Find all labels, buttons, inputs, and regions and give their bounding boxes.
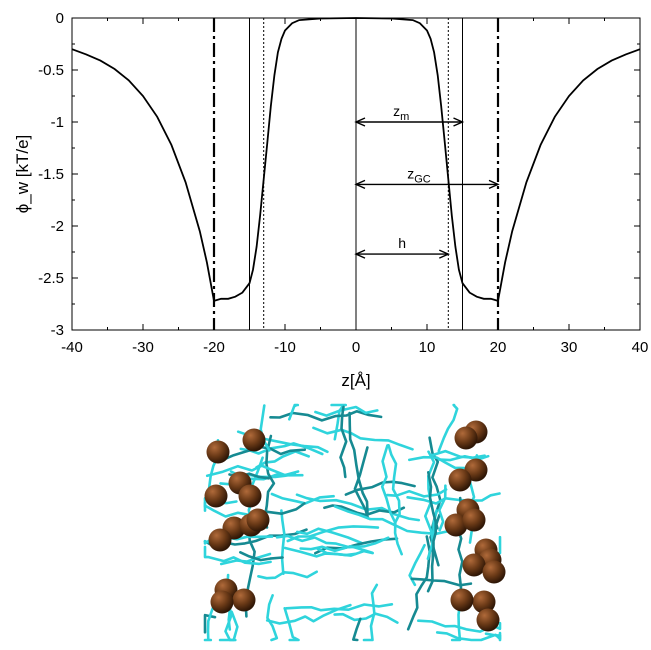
headgroup-sphere xyxy=(482,560,506,584)
lipid-tail xyxy=(205,464,300,478)
lipid-tail xyxy=(339,405,348,479)
x-tick-label: -40 xyxy=(61,339,83,356)
lipid-tails xyxy=(203,403,502,642)
headgroup-sphere xyxy=(208,528,232,552)
lipid-tail xyxy=(352,617,362,642)
lipid-tail xyxy=(265,603,352,625)
lipid-tail xyxy=(386,488,448,498)
lipid-tail xyxy=(280,509,286,575)
lipid-tail xyxy=(333,612,399,624)
lipid-tail xyxy=(219,445,307,463)
lipid-tail xyxy=(270,492,335,505)
x-tick-label: -30 xyxy=(132,339,154,356)
headgroup-sphere xyxy=(476,608,500,632)
headgroup-sphere xyxy=(238,484,262,508)
headgroup-sphere xyxy=(204,484,228,508)
arrow-head-right xyxy=(453,117,465,127)
lipid-tail xyxy=(266,594,279,642)
lipid-tail xyxy=(362,583,379,642)
distance-arrow: zm xyxy=(354,103,465,127)
lipid-tail xyxy=(285,603,394,612)
y-tick-label: -1 xyxy=(51,114,64,131)
lipid-tail xyxy=(426,520,437,593)
arrow-head-left xyxy=(354,117,366,127)
headgroup-sphere xyxy=(232,588,256,612)
lipid-tail xyxy=(257,570,318,580)
y-tick-label: -0.5 xyxy=(38,62,64,79)
lipid-tail xyxy=(283,607,300,642)
lipid-tail xyxy=(437,403,459,453)
headgroup-sphere xyxy=(472,590,496,614)
lipid-tail xyxy=(255,450,310,469)
arrow-head-left xyxy=(354,179,366,190)
y-tick-label: -3 xyxy=(51,322,64,339)
lipid-tail xyxy=(406,535,431,631)
x-axis-title: z[Å] xyxy=(341,371,370,390)
x-tick-label: -20 xyxy=(203,339,225,356)
arrow-head-right xyxy=(439,249,451,259)
axis-ticks: -40 -30 -20 -10 0 10 20 30 40 0 -0.5 -1 -1.5 -2 -2.5 -3 xyxy=(38,10,648,356)
lipid-tail xyxy=(380,444,403,556)
y-axis-title: ϕ_w [kT/e] xyxy=(13,135,32,213)
lipid-tail xyxy=(333,505,451,536)
headgroup-sphere xyxy=(450,588,474,612)
lipid-tail xyxy=(219,552,272,566)
headgroup-sphere xyxy=(454,426,478,450)
lipid-tail xyxy=(429,513,441,567)
lipid-tail xyxy=(283,546,358,558)
lipid-tail xyxy=(299,545,374,554)
headgroup-sphere xyxy=(444,513,468,537)
lipid-tail xyxy=(218,610,239,642)
headgroup-sphere xyxy=(462,553,486,577)
x-tick-label: 20 xyxy=(490,339,507,356)
x-tick-label: -10 xyxy=(274,339,296,356)
lipid-tail xyxy=(203,613,217,634)
potential-plot: -40 -30 -20 -10 0 10 20 30 40 0 -0.5 -1 -1.5 -2 -2.5 -3… xyxy=(13,10,648,390)
headgroup-sphere xyxy=(242,428,266,452)
headgroup-sphere xyxy=(210,590,234,614)
arrow-head-left xyxy=(354,249,366,259)
lipid-tail xyxy=(312,426,414,451)
lipid-tail xyxy=(203,594,221,642)
potential-curve xyxy=(71,17,641,303)
y-tick-label: -2.5 xyxy=(38,270,64,287)
lipid-headgroups xyxy=(204,420,506,632)
headgroup-sphere xyxy=(206,440,230,464)
lipid-tail xyxy=(314,405,379,417)
x-tick-label: 40 xyxy=(632,339,649,356)
arrow-head-right xyxy=(488,179,500,190)
y-tick-label: -1.5 xyxy=(38,166,64,183)
lipid-tail xyxy=(269,410,383,422)
lipid-tail xyxy=(259,404,271,452)
y-tick-label: 0 xyxy=(56,10,64,27)
x-tick-label: 0 xyxy=(352,339,360,356)
lipid-tail xyxy=(353,446,370,520)
lipid-tail xyxy=(438,484,447,532)
distance-arrow: h xyxy=(354,235,451,259)
headgroup-sphere xyxy=(448,468,472,492)
lipid-tail xyxy=(427,471,439,530)
lipid-tail xyxy=(387,444,401,525)
x-tick-label: 10 xyxy=(419,339,436,356)
x-tick-label: 30 xyxy=(561,339,578,356)
y-tick-label: -2 xyxy=(51,218,64,235)
lipid-tail xyxy=(203,545,272,566)
lipid-tail xyxy=(435,631,502,642)
lipid-tail xyxy=(239,551,284,562)
lipid-tail xyxy=(203,501,262,520)
lipid-tail xyxy=(348,411,369,515)
lipid-tail xyxy=(286,525,380,543)
reference-lines xyxy=(212,18,500,330)
lipid-tail xyxy=(288,403,300,421)
lipid-tail xyxy=(417,619,502,633)
headgroup-sphere xyxy=(462,508,486,532)
headgroup-sphere xyxy=(246,508,270,532)
lipid-tail xyxy=(410,577,473,587)
arrow-label: h xyxy=(398,235,406,251)
lipid-tail xyxy=(330,403,347,441)
